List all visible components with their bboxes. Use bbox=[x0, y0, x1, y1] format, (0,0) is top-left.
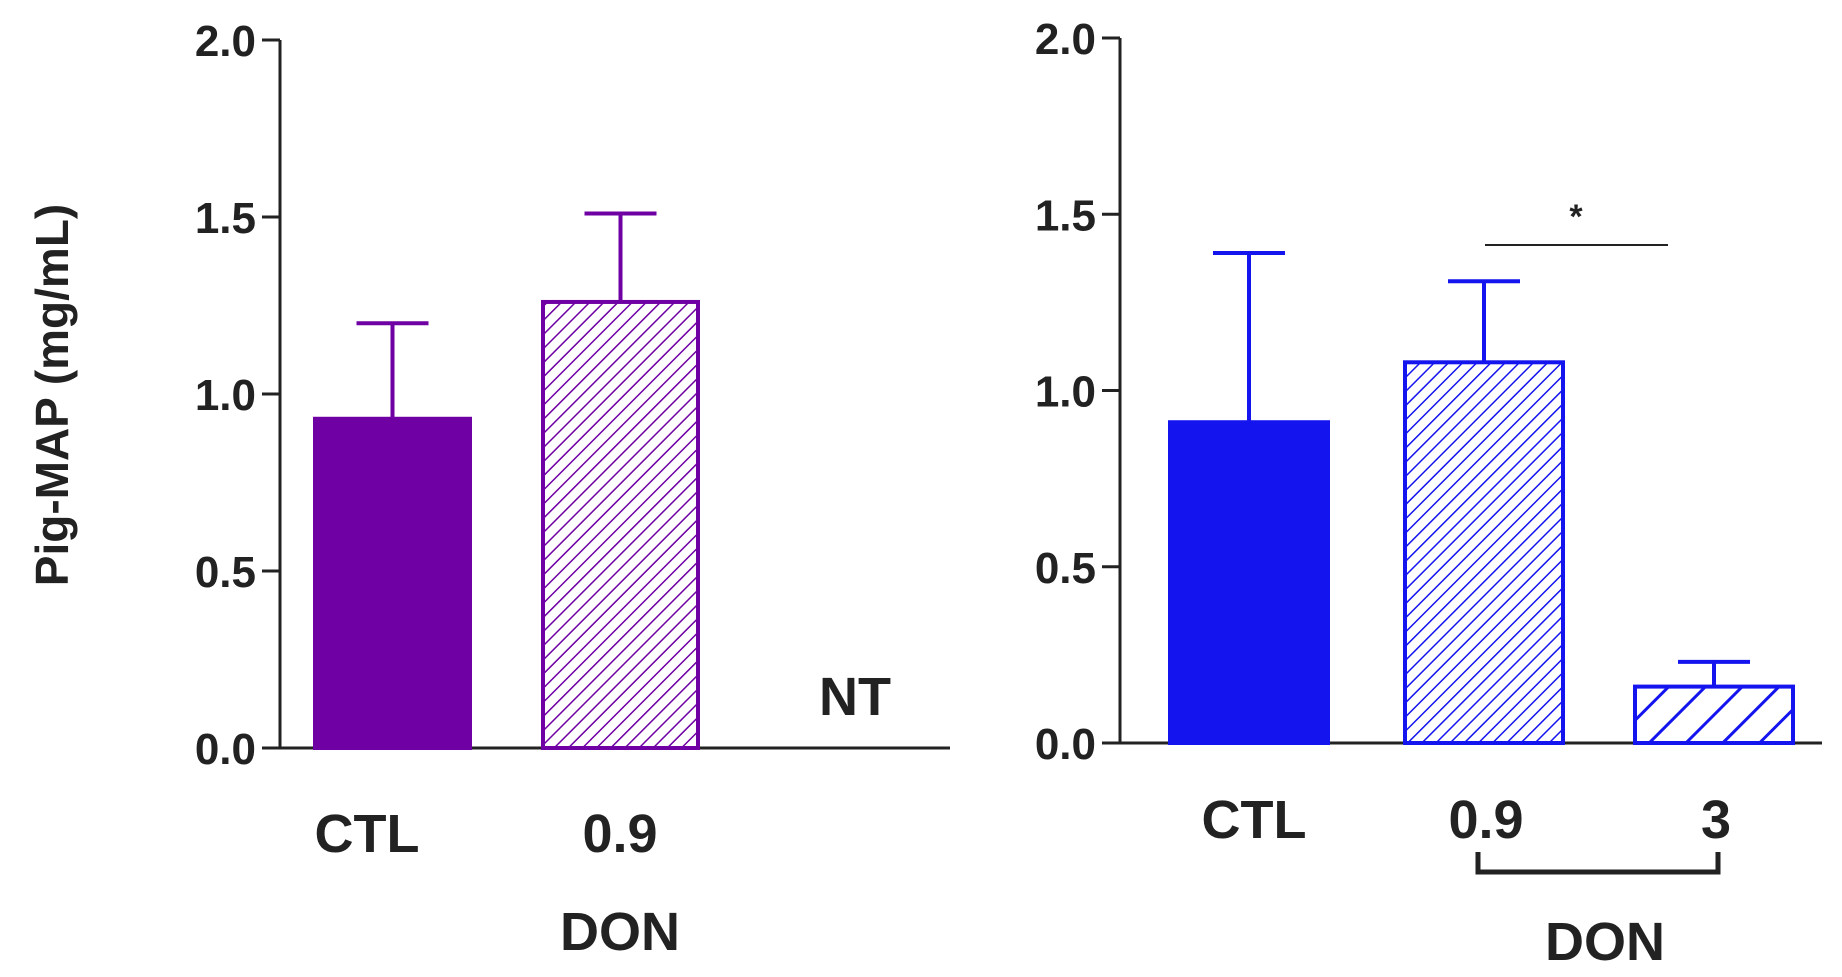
don-group-bracket bbox=[1475, 852, 1721, 875]
left-nt-label: NT bbox=[819, 667, 891, 727]
right-bar bbox=[1633, 684, 1795, 745]
right-group-label-don: DON bbox=[1545, 912, 1665, 972]
right-bar bbox=[1403, 360, 1565, 745]
left-ytick-label: 1.0 bbox=[195, 371, 256, 420]
left-bar bbox=[541, 299, 700, 750]
right-xtick-0-9: 0.9 bbox=[1448, 790, 1523, 850]
left-panel: 0.0 0.5 1.0 1.5 2.0 CTL 0.9 DON NT bbox=[195, 17, 950, 962]
right-ytick-label: 1.5 bbox=[1035, 191, 1096, 240]
left-ytick-label: 0.5 bbox=[195, 548, 256, 597]
right-xtick-3: 3 bbox=[1701, 790, 1731, 850]
y-axis-label: Pig-MAP (mg/mL) bbox=[26, 204, 78, 586]
left-group-label-don: DON bbox=[560, 902, 680, 962]
left-ytick-label: 2.0 bbox=[195, 17, 256, 66]
left-bar bbox=[313, 416, 472, 750]
left-ytick-label: 0.0 bbox=[195, 725, 256, 774]
right-ytick-label: 0.5 bbox=[1035, 544, 1096, 593]
right-ytick-label: 0.0 bbox=[1035, 720, 1096, 769]
right-bar bbox=[1168, 420, 1330, 745]
right-ytick-label: 1.0 bbox=[1035, 368, 1096, 417]
right-ytick-label: 2.0 bbox=[1035, 15, 1096, 64]
left-xtick-0-9: 0.9 bbox=[582, 804, 657, 864]
right-xtick-ctl: CTL bbox=[1202, 790, 1307, 850]
left-xtick-ctl: CTL bbox=[315, 804, 420, 864]
right-panel: 0.0 0.5 1.0 1.5 2.0 * CTL 0.9 3 DON bbox=[1035, 15, 1822, 972]
left-ytick-label: 1.5 bbox=[195, 194, 256, 243]
significance-star: * bbox=[1569, 198, 1583, 236]
